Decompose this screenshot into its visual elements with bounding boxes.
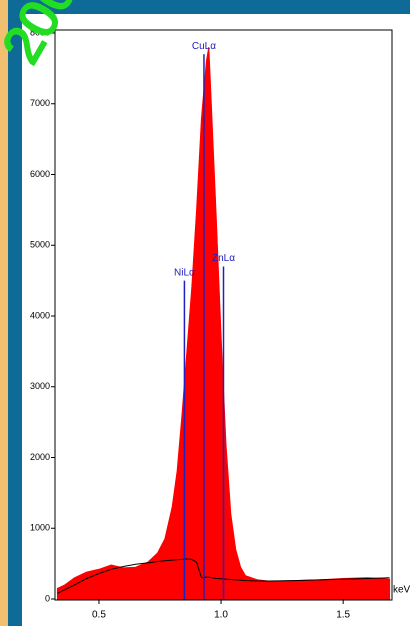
x-tick-label: 0.5: [92, 610, 106, 621]
left-strip: [0, 0, 8, 626]
x-tick-label: 1.5: [336, 610, 350, 621]
y-tick-label: 2000: [30, 452, 50, 462]
y-tick-label: 1000: [30, 523, 50, 533]
top-bar: [0, 0, 410, 14]
y-tick-label: 0: [45, 593, 50, 603]
peak-label: ZnLα: [212, 253, 235, 264]
peak-label: CuLα: [192, 41, 216, 52]
y-tick-label: 4000: [30, 310, 50, 320]
y-tick-label: 8000: [30, 27, 50, 37]
y-tick-label: 5000: [30, 240, 50, 250]
y-tick-label: 6000: [30, 169, 50, 179]
y-tick-label: 7000: [30, 98, 50, 108]
left-bar: [8, 0, 22, 626]
background-line: [57, 558, 390, 594]
x-axis-label: keV: [393, 585, 410, 596]
x-tick-label: 1.0: [214, 610, 228, 621]
peak-label: NiLα: [174, 267, 195, 278]
y-tick-label: 3000: [30, 381, 50, 391]
